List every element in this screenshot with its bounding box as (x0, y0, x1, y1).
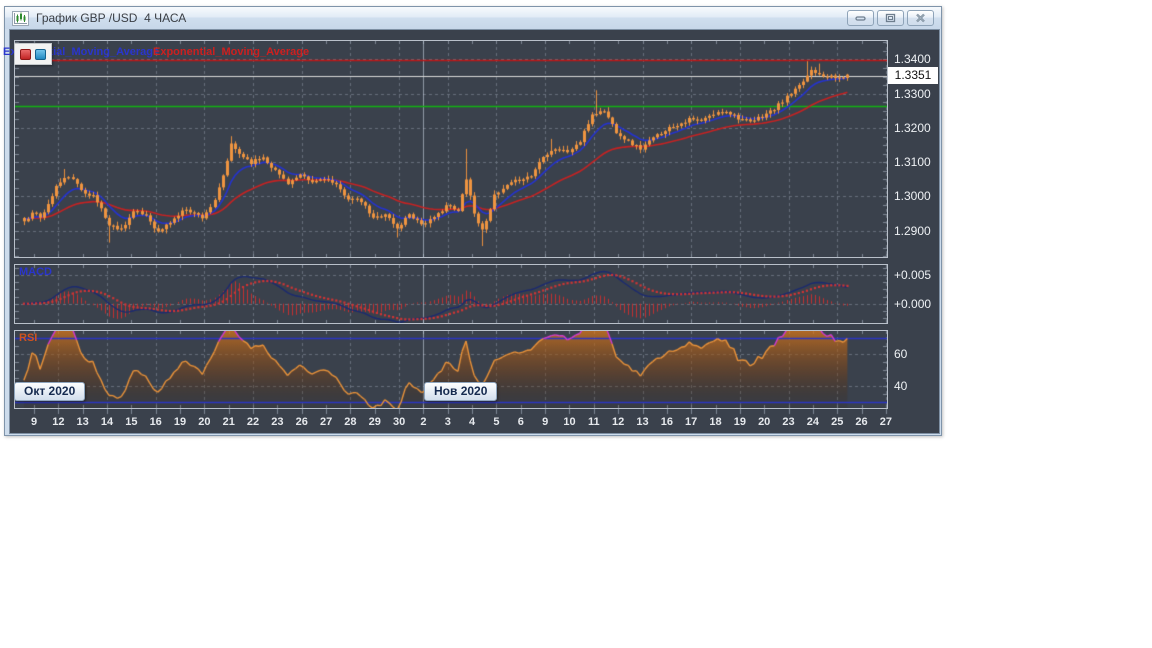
macd-canvas[interactable] (15, 265, 887, 323)
x-axis-label: 5 (493, 416, 500, 428)
current-price-marker: 1.3351 (888, 67, 938, 84)
legend-ema-red-label: Exponential_Moving_Average (153, 46, 310, 58)
month-label-nov: Нов 2020 (424, 382, 498, 401)
minimize-icon (855, 15, 866, 21)
x-axis-label: 27 (879, 416, 893, 428)
indicator-toggle-red-button[interactable] (20, 48, 31, 60)
restore-icon (885, 13, 896, 23)
macd-axis-label: +0.005 (894, 268, 932, 283)
minimize-button[interactable] (847, 10, 874, 26)
price-axis-label: 1.2900 (894, 223, 931, 238)
window-title: График GBP /USD 4 ЧАСА (36, 11, 187, 25)
x-axis-label: 2 (420, 416, 427, 428)
x-axis-label: 16 (660, 416, 673, 428)
price-axis-label: 1.3100 (894, 155, 931, 170)
titlebar[interactable]: График GBP /USD 4 ЧАСА (5, 7, 941, 29)
x-axis-label: 23 (782, 416, 795, 428)
price-axis-label: 1.3200 (894, 120, 931, 135)
x-axis-label: 15 (125, 416, 138, 428)
x-axis-label: 3 (444, 416, 451, 428)
x-axis-label: 9 (542, 416, 549, 428)
x-axis-label: 16 (149, 416, 162, 428)
x-axis-label: 19 (733, 416, 746, 428)
price-chart-canvas[interactable] (15, 41, 887, 257)
x-axis-label: 29 (368, 416, 381, 428)
month-label-oct: Окт 2020 (14, 382, 86, 401)
chart-window: График GBP /USD 4 ЧАСА Exponential_Movin… (3, 6, 942, 436)
chart-client-area: Exponential_Moving_Average Exponential_M… (3, 29, 940, 434)
x-axis-label: 12 (612, 416, 625, 428)
x-axis-label: 12 (52, 416, 65, 428)
x-axis-label: 19 (173, 416, 187, 428)
x-axis-label: 24 (806, 416, 819, 428)
x-axis-label: 22 (246, 416, 260, 428)
x-axis-label: 18 (709, 416, 722, 428)
rsi-axis-label: 60 (894, 347, 908, 362)
rsi-axis-label: 40 (894, 378, 908, 393)
x-axis-label: 11 (587, 416, 600, 428)
x-axis-label: 6 (517, 416, 524, 428)
x-axis-label: 26 (855, 416, 868, 428)
chart-icon (12, 10, 29, 26)
x-axis-label: 13 (76, 416, 89, 428)
price-axis-label: 1.3300 (894, 86, 931, 101)
x-axis-label: 10 (563, 416, 576, 428)
close-button[interactable] (907, 10, 934, 26)
x-axis-label: 28 (344, 416, 357, 428)
x-axis-label: 20 (758, 416, 771, 428)
x-axis-label: 14 (100, 416, 114, 428)
indicator-toggle-box (14, 43, 52, 65)
price-axis-label: 1.3000 (894, 189, 931, 204)
x-axis-ticks (14, 409, 888, 417)
maximize-button[interactable] (877, 10, 904, 26)
x-axis-label: 20 (198, 416, 211, 428)
x-axis-label: 26 (295, 416, 308, 428)
x-axis-label: 9 (30, 416, 38, 428)
x-axis-label: 23 (271, 416, 284, 428)
price-chart-panel: Exponential_Moving_Average Exponential_M… (3, 40, 888, 258)
x-axis-label: 17 (685, 416, 698, 428)
x-axis-label: 13 (636, 416, 649, 428)
x-axis-label: 25 (831, 416, 844, 428)
macd-panel: MACD (14, 264, 888, 324)
window-controls (847, 10, 934, 26)
x-axis-label: 21 (222, 416, 235, 428)
price-axis-label: 1.3400 (894, 52, 931, 67)
macd-label: MACD (19, 266, 52, 278)
close-icon (916, 13, 925, 23)
x-axis-label: 30 (392, 416, 406, 428)
x-axis-label: 4 (469, 416, 476, 428)
indicator-toggle-blue-button[interactable] (35, 48, 46, 60)
rsi-label: RSI (19, 332, 38, 344)
macd-axis-label: +0.000 (894, 296, 932, 311)
x-axis-label: 27 (319, 416, 333, 428)
